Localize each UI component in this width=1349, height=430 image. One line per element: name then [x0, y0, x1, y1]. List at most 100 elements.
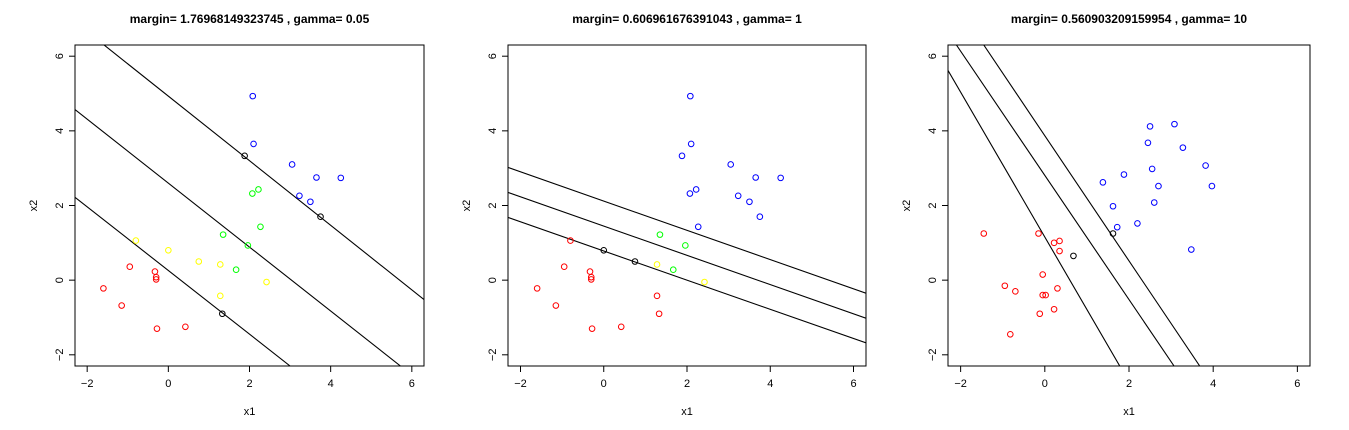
decision-boundary [955, 45, 1175, 366]
y-tick-label: 2 [927, 202, 939, 208]
data-point [1113, 223, 1121, 231]
data-point [337, 174, 345, 182]
data-point [219, 310, 226, 318]
margin-line-lower [508, 216, 866, 344]
data-point [655, 310, 663, 318]
plot-frame [947, 44, 1311, 367]
data-point [1187, 246, 1195, 253]
data-point [1036, 310, 1044, 318]
data-point [1120, 171, 1128, 178]
data-point [132, 237, 140, 244]
y-tick-label: −2 [54, 349, 66, 362]
data-point [1109, 202, 1117, 210]
data-point [317, 213, 324, 220]
data-point [1150, 199, 1158, 206]
chart-panel-3: margin= 0.560903209159954 , gamma= 10 −2 0… [901, 12, 1311, 418]
boundary-lines [508, 166, 866, 344]
data-point [756, 213, 764, 220]
data-point [678, 152, 686, 160]
data-point [727, 161, 735, 168]
chart-panel-2: margin= 0.606961676391043 , gamma= 1 −2 0 2… [461, 12, 867, 418]
y-tick-label: 0 [487, 277, 499, 283]
data-point [560, 263, 568, 271]
data-point [1109, 230, 1117, 237]
data-point [653, 292, 661, 300]
x-tick-label: 2 [1126, 378, 1132, 390]
data-point [980, 230, 988, 237]
data-point [1179, 144, 1187, 151]
data-point [567, 237, 574, 244]
data-point [118, 302, 125, 309]
data-point [296, 192, 303, 200]
data-point [1035, 230, 1042, 237]
boundary-lines [75, 45, 424, 366]
margin-line-lower [75, 196, 291, 366]
x-tick-label: 4 [328, 378, 334, 390]
data-point [588, 325, 596, 332]
data-point [1155, 182, 1162, 190]
data-point [1050, 305, 1058, 313]
data-point [152, 276, 160, 283]
data-point [631, 258, 639, 265]
data-point [249, 92, 257, 100]
data-point [1202, 162, 1209, 169]
x-axis-label: x1 [244, 406, 256, 418]
chart-panel-1: margin= 1.76968149323745 , gamma= 0.05 −2… [28, 12, 425, 418]
data-point [533, 285, 541, 292]
margin-line-upper [103, 45, 424, 300]
data-point [1006, 330, 1014, 338]
data-points [533, 92, 784, 332]
x-tick-label: 2 [684, 378, 690, 390]
data-point [1134, 220, 1141, 227]
x-tick-label: −2 [514, 378, 527, 390]
data-point [1012, 288, 1019, 295]
data-point [165, 246, 172, 254]
y-tick-label: 0 [927, 277, 939, 283]
y-tick-label: 2 [54, 202, 66, 208]
boundary-lines [948, 45, 1201, 366]
decision-boundary [75, 109, 401, 366]
y-tick-label: −2 [927, 349, 939, 362]
margin-line-upper [948, 70, 1121, 366]
y-tick-label: 4 [487, 128, 499, 134]
y-tick-label: 0 [54, 277, 66, 283]
data-point [1050, 239, 1058, 247]
data-point [182, 323, 189, 331]
y-tick-label: 2 [487, 202, 499, 208]
y-tick-label: 6 [54, 53, 66, 59]
data-point [777, 174, 784, 182]
margin-line-upper [508, 166, 866, 294]
x-tick-label: 0 [1042, 378, 1048, 390]
y-axis-label: x2 [901, 200, 913, 212]
x-tick-label: 4 [767, 378, 773, 390]
y-tick-label: 4 [54, 128, 66, 134]
data-point [587, 276, 595, 283]
data-point [1146, 123, 1154, 130]
data-point [746, 198, 753, 206]
x-tick-label: −2 [954, 378, 967, 390]
y-axis-label: x2 [461, 200, 473, 212]
data-point [216, 261, 224, 268]
x-tick-label: 6 [409, 378, 415, 390]
data-point [687, 140, 695, 148]
data-point [1039, 291, 1047, 299]
data-point [257, 223, 264, 231]
data-point [1056, 237, 1063, 245]
x-tick-label: 4 [1210, 378, 1216, 390]
data-point [692, 186, 700, 193]
data-point [669, 266, 677, 274]
data-point [1054, 285, 1061, 292]
data-point [1056, 247, 1063, 255]
x-tick-label: 0 [601, 378, 607, 390]
data-point [1099, 179, 1107, 186]
data-point [263, 278, 270, 286]
data-points [980, 120, 1216, 338]
chart-title: margin= 0.560903209159954 , gamma= 10 [1011, 12, 1248, 26]
data-point [307, 198, 314, 206]
data-point [653, 261, 661, 268]
data-point [1039, 271, 1047, 278]
data-point [249, 190, 256, 197]
chart-title: margin= 0.606961676391043 , gamma= 1 [572, 12, 802, 26]
y-tick-label: 6 [487, 53, 499, 59]
x-tick-label: 6 [850, 378, 856, 390]
